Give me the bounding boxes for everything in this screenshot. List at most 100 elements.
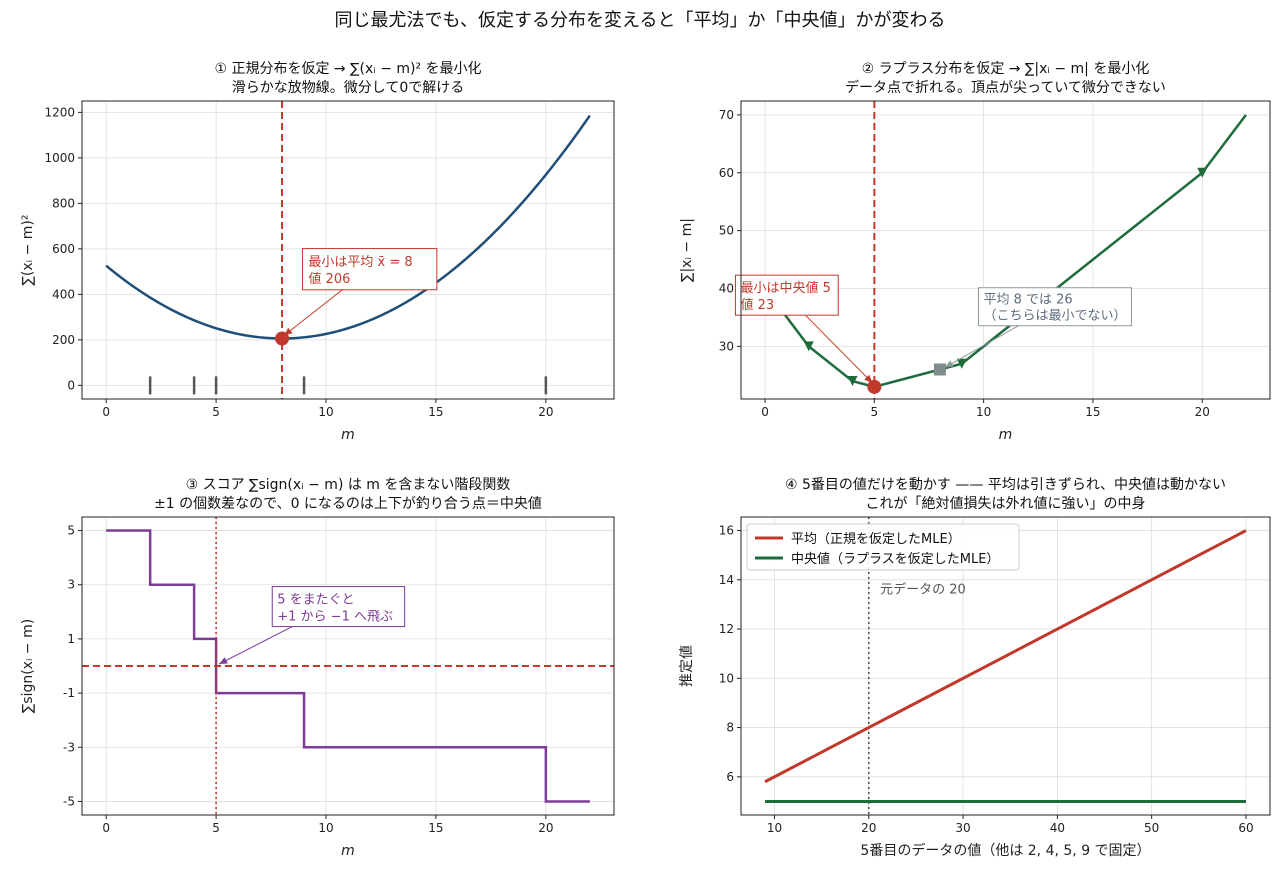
plot-frame	[81, 100, 615, 400]
y-tick-label: 60	[719, 166, 734, 180]
median-annotation-line: 最小は中央値 5	[740, 280, 830, 296]
x-tick: 20	[538, 815, 553, 835]
x-axis-label: m	[999, 427, 1013, 443]
mean-annotation-box	[977, 287, 1132, 327]
subplot-4: ④ 5番目の値だけを動かす —— 平均は引きずられ、中央値は動かないこれが「絶対…	[679, 477, 1271, 859]
plot-frame	[81, 516, 615, 816]
y-tick: 16	[719, 524, 741, 538]
x-tick: 0	[761, 399, 769, 419]
y-tick: 800	[52, 196, 82, 210]
jump-annotation-line: +1 から −1 へ飛ぶ	[277, 610, 393, 625]
loss-curve	[105, 114, 591, 340]
x-tick: 30	[955, 815, 971, 835]
x-tick: 0	[102, 815, 110, 835]
y-tick-label: 30	[719, 339, 734, 353]
y-tick: 600	[52, 242, 82, 256]
median-annotation: 最小は中央値 5値 23	[734, 274, 839, 316]
subplot-subtitle: データ点で折れる。頂点が尖っていて微分できない	[845, 79, 1166, 96]
minimum-point	[867, 379, 882, 394]
x-tick-label: 10	[976, 405, 991, 419]
x-axis-label: m	[341, 427, 355, 443]
y-tick-label: 12	[719, 622, 734, 636]
x-tick-label: 15	[1085, 405, 1100, 419]
jump-annotation-line: 5 をまたぐと	[277, 593, 354, 608]
y-tick-label: 40	[719, 281, 734, 295]
x-tick-label: 5	[212, 405, 220, 419]
legend: 平均（正規を仮定したMLE） 中央値（ラプラスを仮定したMLE）	[746, 523, 1020, 571]
series-line-mean	[764, 529, 1247, 784]
jump-annotation-arrow	[218, 626, 293, 665]
x-tick-label: 15	[428, 821, 443, 835]
x-tick: 10	[318, 815, 334, 835]
subplot-2: ② ラプラス分布を仮定 → ∑|xᵢ − m| を最小化データ点で折れる。頂点が…	[679, 61, 1271, 443]
y-tick: 70	[719, 108, 741, 122]
x-tick: 5	[212, 399, 220, 419]
y-tick-label: 5	[67, 524, 75, 538]
jump-annotation-arrow-head	[219, 657, 228, 664]
x-tick: 10	[767, 815, 782, 835]
x-axis-label: 5番目のデータの値（他は 2, 4, 5, 9 で固定）	[860, 842, 1150, 859]
x-tick: 5	[212, 815, 220, 835]
x-tick-label: 10	[318, 405, 333, 419]
x-tick: 15	[428, 815, 444, 835]
y-tick: 1200	[44, 105, 82, 119]
y-tick-label: 1000	[44, 151, 75, 165]
y-tick: 10	[719, 671, 741, 685]
vertex-marker	[847, 376, 858, 387]
x-tick: 10	[976, 399, 991, 419]
median-annotation-arrow	[805, 314, 873, 384]
x-tick-label: 0	[102, 821, 110, 835]
subplot-1: ① 正規分布を仮定 → ∑(xᵢ − m)² を最小化滑らかな放物線。微分して0…	[20, 61, 615, 443]
x-tick-label: 0	[761, 405, 769, 419]
mean-annotation: 平均 8 では 26（こちらは最小でない）	[977, 287, 1132, 327]
y-tick-label: 1	[67, 632, 75, 646]
subplot-subtitle: 滑らかな放物線。微分して0で解ける	[232, 79, 465, 96]
subplot-title: ① 正規分布を仮定 → ∑(xᵢ − m)² を最小化	[214, 61, 481, 77]
y-tick: 1000	[44, 151, 82, 165]
x-tick-label: 5	[212, 821, 220, 835]
y-tick-label: 10	[719, 671, 734, 685]
mean-point	[933, 363, 946, 376]
y-axis-label: 推定値	[679, 645, 695, 687]
y-tick-label: 0	[67, 378, 75, 392]
x-tick-label: 10	[767, 821, 782, 835]
y-tick-label: 600	[52, 242, 75, 256]
legend-entry: 中央値（ラプラスを仮定したMLE）	[791, 551, 999, 567]
y-tick-label: -3	[63, 740, 75, 754]
y-tick-label: 800	[52, 196, 75, 210]
x-tick: 20	[1195, 399, 1210, 419]
y-tick: 400	[52, 287, 82, 301]
subplot-title: ④ 5番目の値だけを動かす —— 平均は引きずられ、中央値は動かない	[785, 477, 1226, 493]
x-tick: 0	[102, 399, 110, 419]
y-axis-label: ∑sign(xᵢ − m)	[20, 619, 36, 713]
vertex-marker	[803, 341, 814, 352]
y-tick-label: -1	[63, 686, 75, 700]
subplot-title: ③ スコア ∑sign(xᵢ − m) は m を含まない階段関数	[186, 477, 511, 493]
x-tick-label: 10	[318, 821, 333, 835]
x-tick: 20	[538, 399, 553, 419]
y-tick-label: 16	[719, 524, 734, 538]
y-axis-label: ∑|xᵢ − m|	[679, 218, 695, 282]
median-annotation-line: 値 23	[740, 297, 774, 313]
mean-annotation-arrow-head	[944, 360, 954, 368]
x-tick-label: 40	[1050, 821, 1065, 835]
y-tick-label: 400	[52, 287, 75, 301]
y-axis-label: ∑(xᵢ − m)²	[20, 214, 36, 285]
jump-annotation-box	[271, 586, 406, 628]
y-tick: 60	[719, 166, 741, 180]
mean-annotation-line: 平均 8 では 26	[983, 293, 1072, 308]
y-tick: -3	[63, 740, 82, 754]
x-tick: 60	[1238, 815, 1254, 835]
y-tick: 30	[719, 339, 741, 353]
y-tick-label: -5	[63, 794, 75, 808]
x-tick: 40	[1050, 815, 1065, 835]
vertex-marker	[1197, 167, 1208, 178]
x-tick: 10	[318, 399, 334, 419]
subplot-subtitle: ±1 の個数差なので、0 になるのは上下が釣り合う点＝中央値	[154, 496, 542, 512]
grid	[741, 517, 1270, 815]
y-tick: 12	[719, 622, 741, 636]
jump-annotation: 5 をまたぐと +1 から −1 へ飛ぶ	[271, 586, 406, 628]
suptitle: 同じ最尤法でも、仮定する分布を変えると「平均」か「中央値」かが変わる	[334, 10, 946, 31]
min-annotation-line: 値 206	[308, 271, 350, 287]
subplot-subtitle: これが「絶対値損失は外れ値に強い」の中身	[866, 496, 1146, 512]
